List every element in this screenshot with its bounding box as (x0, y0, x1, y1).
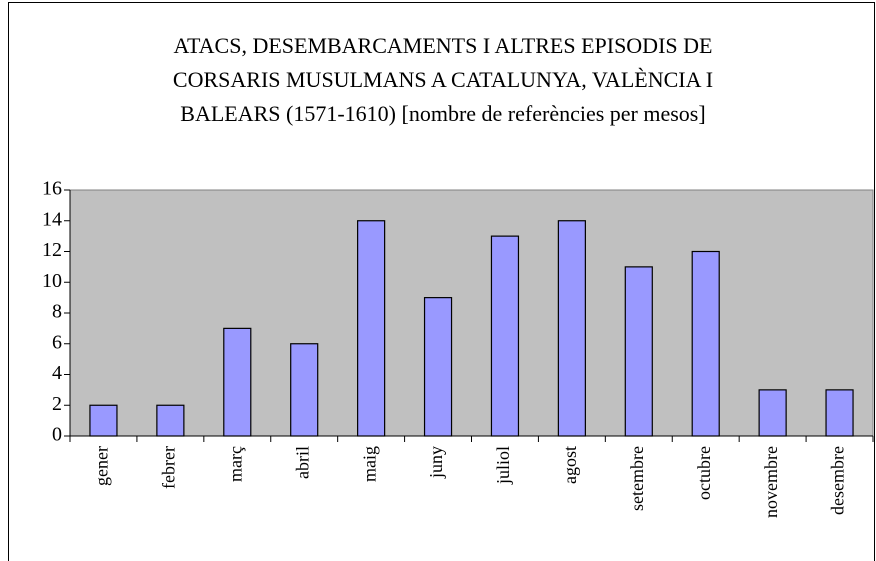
x-tick-label: febrer (159, 446, 179, 489)
y-tick-label: 14 (42, 208, 62, 230)
bar (691, 250, 720, 437)
x-tick-label: juliol (493, 446, 513, 485)
x-tick-label: agost (560, 446, 580, 484)
y-tick-label: 4 (52, 362, 62, 384)
x-tick-label: desembre (828, 446, 848, 515)
bar (423, 297, 453, 437)
y-tick-label: 10 (42, 270, 62, 292)
y-tick-label: 8 (52, 301, 62, 323)
bar (624, 266, 653, 437)
x-tick-label: setembre (627, 446, 647, 511)
chart-title: ATACS, DESEMBARCAMENTS I ALTRES EPISODIS… (174, 33, 713, 58)
bar (357, 220, 386, 437)
y-tick-label: 16 (42, 178, 62, 200)
bar (557, 220, 586, 437)
chart-title: BALEARS (1571-1610) [nombre de referènci… (180, 101, 705, 126)
y-tick-label: 6 (52, 331, 62, 353)
plot-area (69, 189, 874, 437)
bar (490, 235, 520, 437)
bar (89, 404, 118, 437)
y-tick-label: 2 (52, 393, 62, 415)
y-tick-label: 12 (42, 239, 62, 261)
x-tick-label: octubre (694, 446, 714, 500)
bar (223, 327, 252, 437)
bar (825, 389, 854, 437)
y-tick-label: 0 (52, 424, 62, 446)
bar (156, 404, 185, 437)
x-tick-label: abril (292, 446, 312, 479)
chart-border (8, 2, 875, 561)
bar (290, 343, 319, 437)
x-tick-label: març (225, 446, 245, 482)
x-tick-label: gener (92, 446, 112, 486)
x-tick-label: maig (359, 446, 379, 482)
x-tick-label: juny (426, 446, 446, 479)
x-tick-label: novembre (761, 446, 781, 518)
chart-title: CORSARIS MUSULMANS A CATALUNYA, VALÈNCIA… (173, 67, 713, 92)
bar (758, 389, 787, 437)
